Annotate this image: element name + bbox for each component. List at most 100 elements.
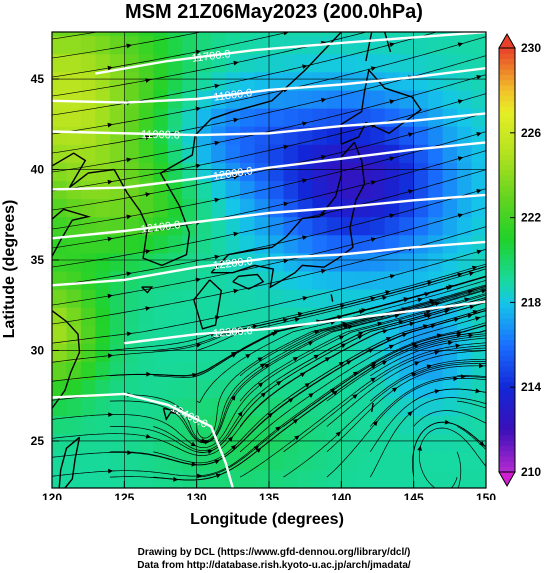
- streamline-arrow: [479, 363, 484, 369]
- x-tick-label: 140: [331, 491, 351, 500]
- streamline-arrow: [370, 66, 377, 71]
- heat-cell: [196, 451, 212, 471]
- heat-cell: [240, 379, 256, 399]
- heat-cell: [153, 180, 169, 200]
- heat-cell: [52, 53, 68, 73]
- streamline-arrow: [257, 357, 263, 362]
- heat-cell: [384, 252, 400, 272]
- heat-cell: [138, 126, 154, 145]
- heat-cell: [182, 397, 198, 417]
- heat-cell: [66, 35, 82, 55]
- heat-cell: [370, 32, 386, 37]
- heat-cell: [471, 415, 486, 435]
- streamline: [52, 188, 486, 287]
- heat-cell: [153, 71, 169, 91]
- heat-cell: [138, 379, 154, 399]
- streamline-arrow: [417, 297, 423, 303]
- x-tick-label: 145: [404, 491, 424, 500]
- heat-cell: [297, 469, 313, 488]
- colorbar-segment: [499, 286, 515, 293]
- contour-label: 12200.0: [212, 255, 253, 272]
- heat-cell: [471, 270, 486, 290]
- heat-cell: [109, 35, 125, 55]
- heat-cell: [269, 71, 285, 91]
- streamline: [370, 337, 486, 377]
- heat-cell: [399, 32, 415, 37]
- streamline: [413, 421, 486, 452]
- heat-cell: [124, 252, 140, 272]
- heat-cell: [413, 180, 429, 200]
- streamline-arrow: [107, 353, 114, 359]
- heat-cell: [413, 379, 429, 399]
- heat-cell: [95, 379, 111, 399]
- coastline: [211, 142, 366, 289]
- heat-cell: [254, 451, 270, 471]
- streamline-arrow: [434, 350, 440, 355]
- streamline-arrow: [252, 324, 258, 329]
- heat-cell: [399, 415, 415, 435]
- streamline: [456, 426, 486, 451]
- heat-cell: [138, 35, 154, 55]
- streamline-arrow: [214, 459, 220, 465]
- heat-cell: [384, 71, 400, 91]
- streamline: [52, 32, 203, 59]
- heat-cell: [80, 307, 96, 326]
- heat-cell: [413, 270, 429, 290]
- heat-cell: [355, 198, 371, 218]
- streamline-arrow: [126, 43, 132, 49]
- streamline: [283, 345, 486, 453]
- contour-label: 12100.0: [140, 219, 181, 236]
- heat-cell: [240, 32, 256, 37]
- heat-cell: [124, 325, 140, 344]
- heat-cell: [153, 289, 169, 308]
- colorbar-segment: [499, 79, 515, 86]
- heat-cell: [52, 198, 68, 218]
- streamline-arrow: [320, 154, 327, 160]
- heat-cell: [80, 451, 96, 471]
- heat-cell: [109, 397, 125, 417]
- heat-cell: [399, 252, 415, 272]
- heat-cell: [66, 451, 82, 471]
- heat-cell: [297, 361, 313, 380]
- y-tick-label: 30: [31, 343, 45, 357]
- heat-cell: [384, 180, 400, 200]
- heat-cell: [399, 71, 415, 91]
- streamline-arrow: [190, 441, 197, 447]
- heat-cell: [211, 469, 227, 488]
- streamline-arrow: [300, 372, 306, 378]
- heat-cell: [428, 415, 444, 435]
- heat-cell: [355, 433, 371, 453]
- contour-line: [52, 67, 486, 104]
- heat-cell: [95, 89, 111, 109]
- heat-cell: [457, 270, 473, 290]
- streamline-arrow: [288, 397, 294, 403]
- colorbar-segment: [499, 397, 515, 404]
- streamline: [52, 74, 486, 173]
- heat-cell: [138, 451, 154, 471]
- heat-cell: [254, 144, 270, 163]
- heat-cell: [428, 180, 444, 200]
- heat-cell: [66, 32, 82, 37]
- heat-cell: [182, 289, 198, 308]
- heat-cell: [95, 361, 111, 380]
- heat-cell: [413, 32, 429, 37]
- heat-cell: [124, 343, 140, 362]
- heat-cell: [254, 32, 270, 37]
- heat-cell: [153, 126, 169, 145]
- heat-cell: [471, 451, 486, 471]
- streamline: [52, 32, 368, 97]
- heat-cell: [370, 180, 386, 200]
- heat-cell: [355, 469, 371, 488]
- heat-cell: [240, 433, 256, 453]
- heat-cell: [312, 270, 328, 290]
- heat-cell: [225, 216, 241, 236]
- heat-cell: [196, 343, 212, 362]
- streamline-arrow: [145, 21, 150, 26]
- heat-cell: [283, 469, 299, 488]
- heat-cell: [326, 35, 342, 55]
- heat-cell: [66, 307, 82, 326]
- streamline-arrow: [264, 363, 270, 369]
- heat-cell: [297, 415, 313, 435]
- streamline-arrow: [467, 313, 473, 319]
- heat-cell: [384, 32, 400, 37]
